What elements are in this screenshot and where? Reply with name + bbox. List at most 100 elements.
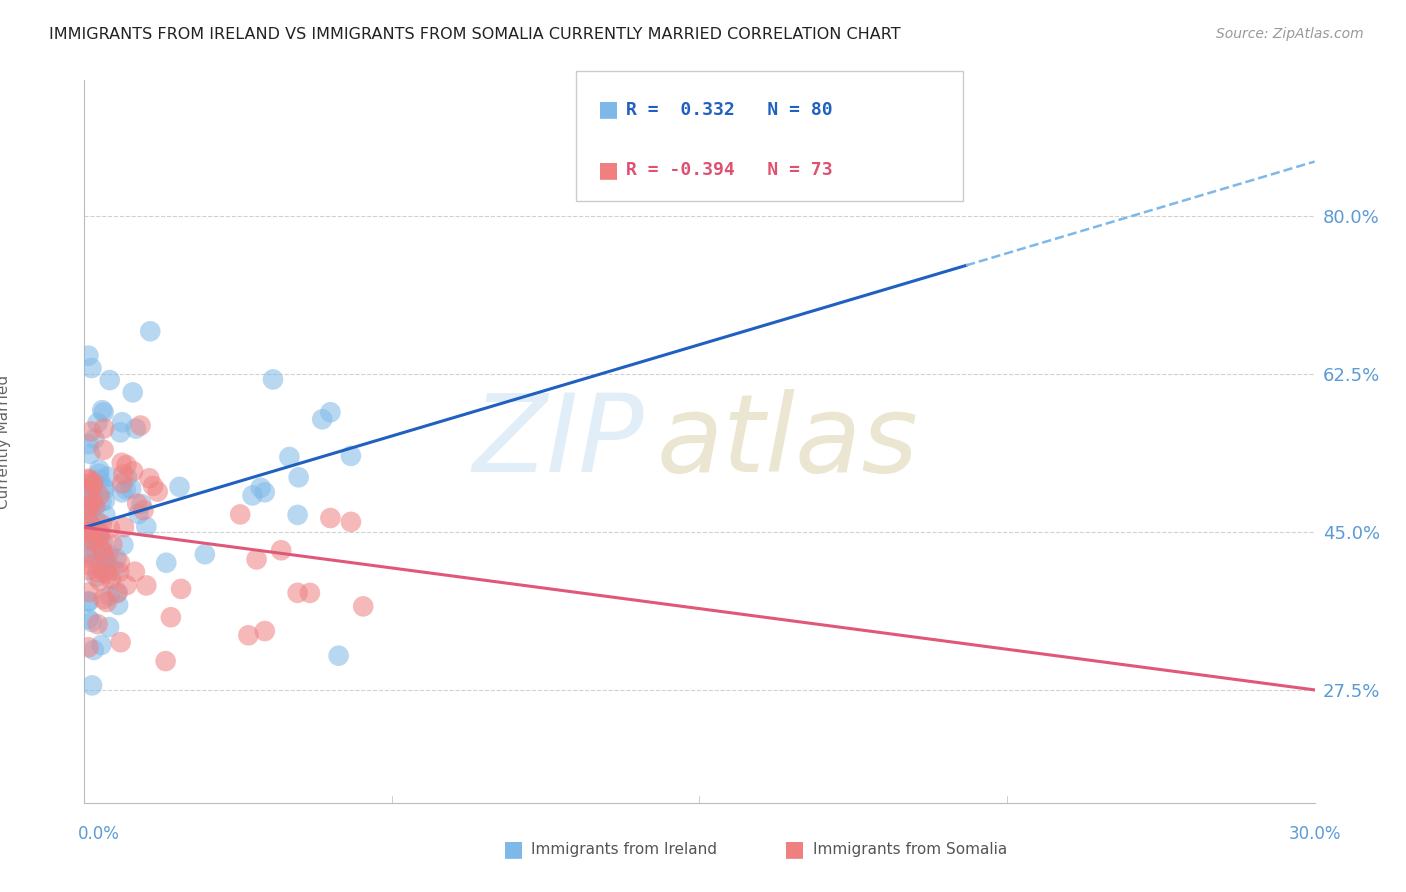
Point	[86, 545, 108, 559]
Point	[93, 480, 115, 494]
Point	[83, 530, 105, 544]
Point	[93, 592, 115, 607]
Point	[77, 612, 100, 626]
Point	[146, 484, 169, 499]
Point	[100, 573, 122, 587]
Point	[90, 542, 112, 557]
Point	[87, 467, 110, 481]
Point	[122, 464, 145, 478]
Point	[108, 565, 131, 579]
Point	[90, 517, 112, 532]
Point	[229, 508, 252, 522]
Point	[77, 476, 100, 491]
Point	[84, 570, 107, 584]
Point	[83, 432, 105, 446]
Point	[96, 595, 118, 609]
Point	[115, 578, 138, 592]
Point	[121, 385, 143, 400]
Point	[112, 538, 135, 552]
Point	[77, 437, 100, 451]
Point	[80, 493, 103, 508]
Point	[105, 586, 128, 600]
Point	[328, 648, 350, 663]
Point	[94, 552, 117, 566]
Point	[77, 505, 100, 519]
Point	[98, 589, 121, 603]
Point	[278, 450, 301, 464]
Point	[89, 574, 111, 588]
Point	[80, 524, 103, 538]
Point	[80, 524, 103, 539]
Point	[86, 566, 108, 580]
Point	[84, 499, 107, 513]
Point	[125, 422, 148, 436]
Point	[93, 421, 115, 435]
Point	[77, 640, 100, 655]
Point	[319, 511, 342, 525]
Point	[91, 535, 114, 549]
Point	[340, 449, 363, 463]
Point	[77, 515, 100, 529]
Point	[253, 485, 276, 500]
Point	[107, 598, 129, 612]
Point	[77, 550, 100, 565]
Point	[124, 565, 146, 579]
Point	[98, 521, 121, 535]
Point	[139, 324, 162, 338]
Text: 30.0%: 30.0%	[1288, 825, 1341, 843]
Point	[160, 610, 183, 624]
Text: Immigrants from Somalia: Immigrants from Somalia	[813, 842, 1007, 856]
Point	[135, 578, 157, 592]
Point	[87, 530, 110, 544]
Point	[84, 499, 107, 513]
Point	[249, 481, 271, 495]
Point	[93, 405, 115, 419]
Point	[115, 458, 138, 472]
Point	[93, 546, 115, 560]
Point	[155, 556, 177, 570]
Point	[194, 547, 217, 561]
Point	[90, 494, 112, 508]
Point	[89, 488, 111, 502]
Point	[98, 373, 121, 387]
Point	[89, 525, 111, 540]
Point	[80, 518, 103, 533]
Point	[82, 678, 104, 692]
Point	[97, 548, 120, 562]
Point	[77, 526, 100, 541]
Point	[77, 563, 100, 577]
Point	[246, 552, 269, 566]
Point	[115, 470, 138, 484]
Point	[98, 620, 121, 634]
Point	[127, 497, 149, 511]
Point	[111, 456, 134, 470]
Text: ZIP: ZIP	[472, 389, 644, 494]
Point	[287, 470, 309, 484]
Point	[112, 520, 135, 534]
Point	[77, 595, 100, 609]
Point	[82, 494, 104, 508]
Point	[91, 403, 114, 417]
Point	[110, 425, 132, 440]
Point	[131, 497, 153, 511]
Point	[77, 472, 100, 486]
Point	[96, 558, 118, 572]
Point	[94, 493, 117, 508]
Point	[90, 561, 112, 575]
Text: R = -0.394   N = 73: R = -0.394 N = 73	[626, 161, 832, 178]
Point	[352, 599, 374, 614]
Point	[86, 617, 108, 632]
Point	[242, 488, 264, 502]
Point	[104, 563, 127, 577]
Point	[127, 507, 149, 521]
Point	[80, 615, 103, 629]
Point	[298, 586, 321, 600]
Text: Source: ZipAtlas.com: Source: ZipAtlas.com	[1216, 27, 1364, 41]
Point	[319, 405, 342, 419]
Point	[79, 483, 101, 497]
Text: ■: ■	[598, 160, 619, 180]
Point	[115, 483, 138, 497]
Point	[79, 447, 101, 461]
Point	[120, 482, 142, 496]
Text: ■: ■	[785, 839, 804, 859]
